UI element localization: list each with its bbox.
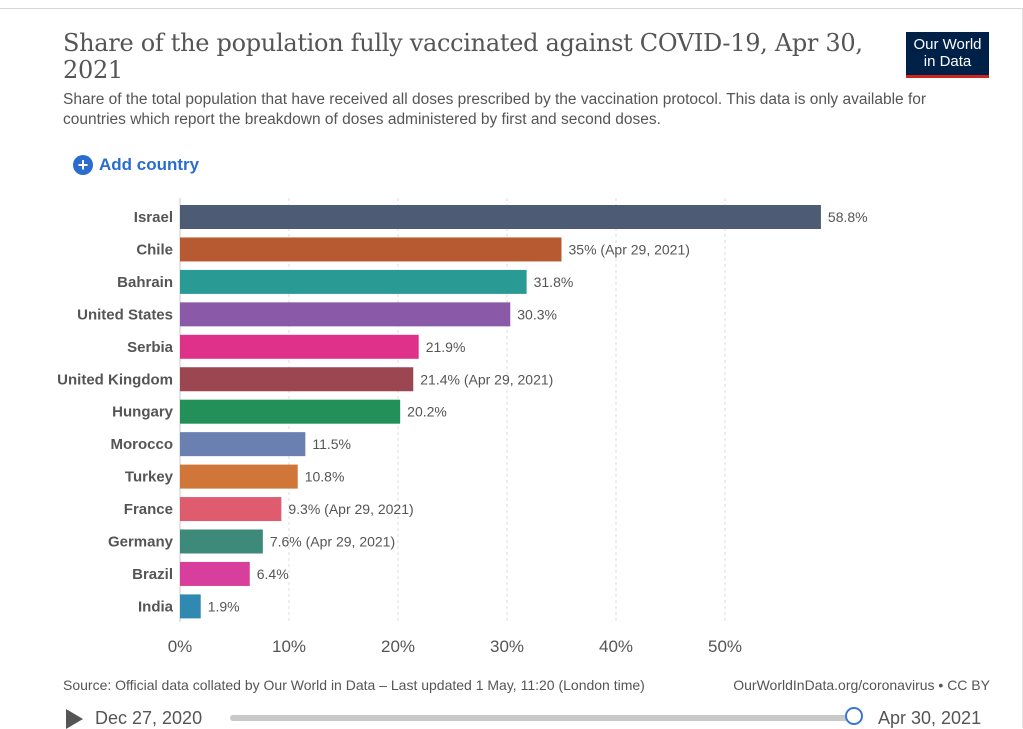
category-label: Serbia <box>127 339 174 356</box>
source-note: Source: Official data collated by Our Wo… <box>63 677 645 693</box>
logo-line-2: in Data <box>923 53 972 70</box>
plus-circle-icon: + <box>73 155 93 175</box>
timeline-start-label: Dec 27, 2020 <box>95 708 203 728</box>
add-country-label: Add country <box>99 155 200 174</box>
category-label: Israel <box>134 209 173 226</box>
chart-title: Share of the population fully vaccinated… <box>63 29 863 84</box>
value-label: 20.2% <box>407 404 447 420</box>
bar <box>180 367 414 392</box>
x-tick-label: 20% <box>381 637 415 656</box>
value-label: 35% (Apr 29, 2021) <box>569 241 690 257</box>
value-label: 21.9% <box>426 339 466 355</box>
logo-line-1: Our World <box>913 36 982 53</box>
category-label: France <box>124 501 173 518</box>
category-label: United States <box>77 306 173 323</box>
bar <box>180 302 511 327</box>
bar <box>180 561 250 586</box>
bar <box>180 497 282 522</box>
x-tick-label: 10% <box>272 637 306 656</box>
timeline-track[interactable] <box>230 715 852 721</box>
category-label: Hungary <box>112 404 174 421</box>
x-tick-label: 40% <box>599 637 633 656</box>
timeline-handle[interactable] <box>845 707 863 725</box>
add-country-button[interactable]: + Add country <box>73 154 199 176</box>
category-label: Chile <box>136 241 173 258</box>
bar <box>180 205 821 229</box>
bar <box>180 269 527 294</box>
bar <box>180 529 263 554</box>
category-label: United Kingdom <box>57 371 173 388</box>
chart-subtitle: Share of the total population that have … <box>63 91 927 128</box>
category-label: Morocco <box>110 436 173 453</box>
value-label: 11.5% <box>312 436 351 452</box>
play-icon[interactable] <box>66 709 83 729</box>
value-label: 30.3% <box>517 306 557 322</box>
bar <box>180 464 298 489</box>
timeline: Dec 27, 2020 Apr 30, 2021 <box>0 702 1023 729</box>
category-label: India <box>138 598 174 615</box>
value-label: 7.6% (Apr 29, 2021) <box>270 534 395 550</box>
value-label: 10.8% <box>305 469 345 485</box>
bar-chart: Israel 58.8% Chile 35% (Apr 29, 2021) Bahrai… <box>57 198 868 656</box>
x-tick-label: 30% <box>490 637 524 656</box>
value-label: 9.3% (Apr 29, 2021) <box>288 501 413 517</box>
value-label: 31.8% <box>534 274 574 290</box>
top-border <box>0 8 1023 9</box>
category-label: Turkey <box>125 469 174 486</box>
value-label: 21.4% (Apr 29, 2021) <box>420 371 553 387</box>
bar <box>180 237 562 262</box>
category-label: Germany <box>108 534 174 551</box>
bar <box>180 399 401 424</box>
bar <box>180 432 306 457</box>
x-tick-label: 50% <box>708 637 742 656</box>
source-url-link[interactable]: OurWorldInData.org/coronavirus • CC BY <box>733 677 990 693</box>
value-label: 1.9% <box>208 598 240 614</box>
bar <box>180 594 201 619</box>
timeline-end-label: Apr 30, 2021 <box>878 708 982 728</box>
x-tick-label: 0% <box>168 637 193 656</box>
bar <box>180 334 419 359</box>
owid-logo[interactable]: Our World in Data <box>906 32 989 78</box>
category-label: Brazil <box>132 566 173 583</box>
category-label: Bahrain <box>117 274 173 291</box>
value-label: 58.8% <box>828 209 868 225</box>
value-label: 6.4% <box>257 566 289 582</box>
